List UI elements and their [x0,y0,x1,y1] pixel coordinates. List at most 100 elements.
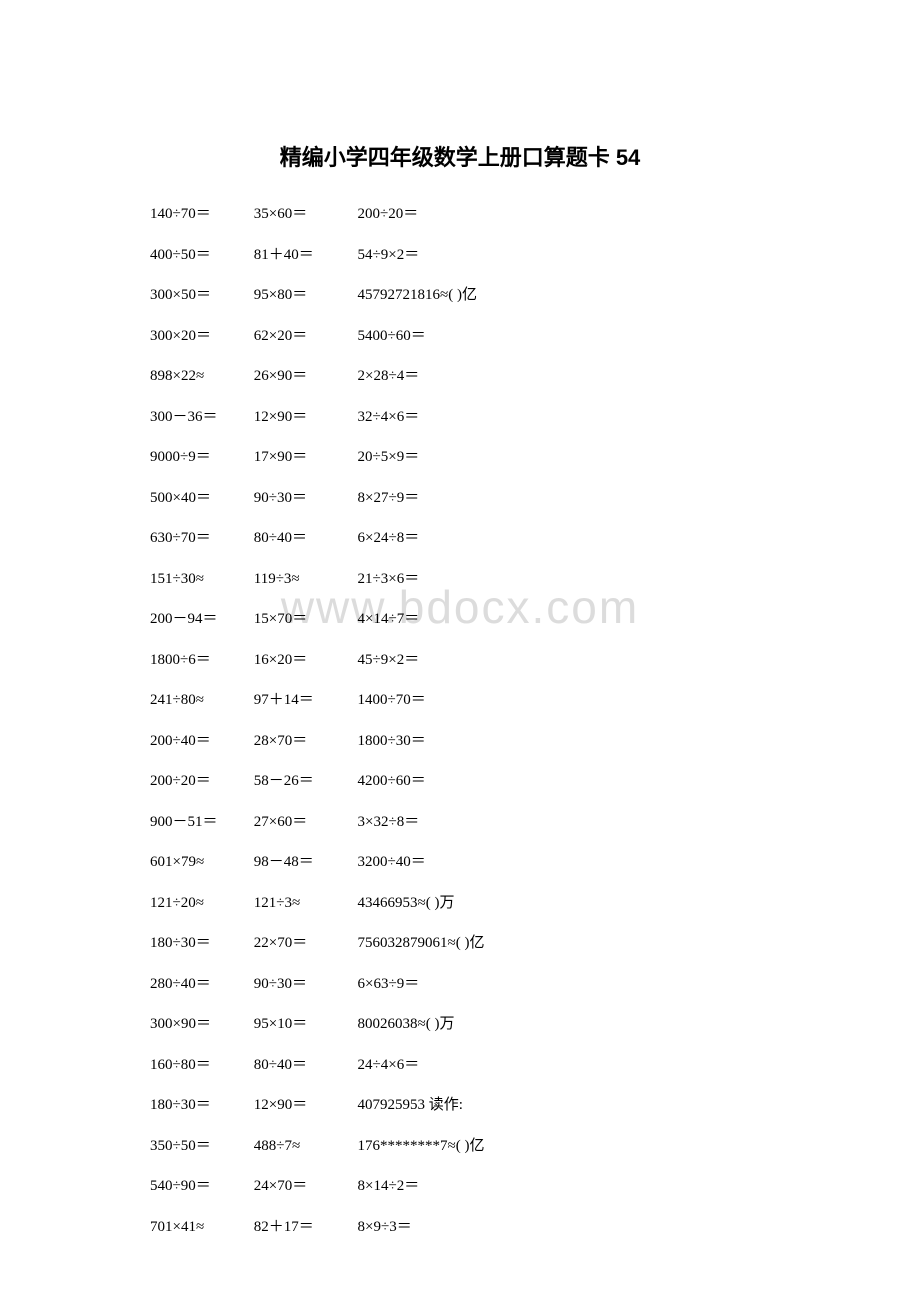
problem-cell: 140÷70＝ [150,202,250,226]
problem-cell: 630÷70＝ [150,526,250,550]
problem-cell: 4200÷60＝ [358,769,426,793]
problem-row: 900－51＝ 27×60＝ 3×32÷8＝ [150,810,770,834]
problem-cell: 300×20＝ [150,324,250,348]
problem-cell: 82＋17＝ [254,1215,354,1239]
problem-cell: 200－94＝ [150,607,250,631]
problem-row: 151÷30≈ 119÷3≈ 21÷3×6＝ [150,567,770,591]
problem-row: 180÷30＝ 22×70＝ 756032879061≈( )亿 [150,931,770,955]
problem-cell: 95×10＝ [254,1012,354,1036]
problem-cell: 15×70＝ [254,607,354,631]
problems-list: 140÷70＝ 35×60＝ 200÷20＝ 400÷50＝ 81＋40＝ 54÷… [150,202,770,1239]
problem-row: 280÷40＝ 90÷30＝ 6×63÷9＝ [150,972,770,996]
problem-row: 350÷50＝ 488÷7≈ 176********7≈( )亿 [150,1134,770,1158]
problem-cell: 97＋14＝ [254,688,354,712]
problem-row: 400÷50＝ 81＋40＝ 54÷9×2＝ [150,243,770,267]
problem-row: 898×22≈ 26×90＝ 2×28÷4＝ [150,364,770,388]
problem-cell: 900－51＝ [150,810,250,834]
problem-row: 200÷40＝ 28×70＝ 1800÷30＝ [150,729,770,753]
problem-cell: 200÷20＝ [150,769,250,793]
problem-row: 601×79≈ 98－48＝ 3200÷40＝ [150,850,770,874]
problem-cell: 62×20＝ [254,324,354,348]
problem-cell: 500×40＝ [150,486,250,510]
problem-cell: 300－36＝ [150,405,250,429]
problem-cell: 1400÷70＝ [358,688,426,712]
problem-cell: 20÷5×9＝ [358,445,420,469]
problem-cell: 54÷9×2＝ [358,243,420,267]
problem-cell: 180÷30＝ [150,931,250,955]
problem-cell: 9000÷9＝ [150,445,250,469]
problem-cell: 121÷20≈ [150,891,250,915]
problem-cell: 6×24÷8＝ [358,526,420,550]
problem-cell: 8×14÷2＝ [358,1174,420,1198]
problem-cell: 98－48＝ [254,850,354,874]
problem-cell: 601×79≈ [150,850,250,874]
problem-cell: 32÷4×6＝ [358,405,420,429]
problem-cell: 90÷30＝ [254,486,354,510]
problem-cell: 701×41≈ [150,1215,250,1239]
problem-cell: 35×60＝ [254,202,354,226]
problem-cell: 898×22≈ [150,364,250,388]
problem-cell: 26×90＝ [254,364,354,388]
problem-row: 300×20＝ 62×20＝ 5400÷60＝ [150,324,770,348]
problem-cell: 300×90＝ [150,1012,250,1036]
problem-cell: 121÷3≈ [254,891,354,915]
problem-cell: 12×90＝ [254,1093,354,1117]
problem-cell: 280÷40＝ [150,972,250,996]
problem-row: 200÷20＝ 58－26＝ 4200÷60＝ [150,769,770,793]
problem-cell: 81＋40＝ [254,243,354,267]
problem-cell: 17×90＝ [254,445,354,469]
problem-cell: 400÷50＝ [150,243,250,267]
problem-row: 300×90＝ 95×10＝ 80026038≈( )万 [150,1012,770,1036]
problem-cell: 8×9÷3＝ [358,1215,412,1239]
problem-cell: 45792721816≈( )亿 [358,283,477,307]
problem-cell: 80÷40＝ [254,1053,354,1077]
problem-cell: 488÷7≈ [254,1134,354,1158]
problem-cell: 24÷4×6＝ [358,1053,420,1077]
problem-cell: 2×28÷4＝ [358,364,420,388]
problem-row: 121÷20≈ 121÷3≈ 43466953≈( )万 [150,891,770,915]
problem-cell: 58－26＝ [254,769,354,793]
problem-cell: 540÷90＝ [150,1174,250,1198]
problem-cell: 3200÷40＝ [358,850,426,874]
problem-cell: 176********7≈( )亿 [358,1134,485,1158]
problem-row: 630÷70＝ 80÷40＝ 6×24÷8＝ [150,526,770,550]
problem-cell: 160÷80＝ [150,1053,250,1077]
problem-cell: 350÷50＝ [150,1134,250,1158]
problem-row: 140÷70＝ 35×60＝ 200÷20＝ [150,202,770,226]
problem-row: 160÷80＝ 80÷40＝ 24÷4×6＝ [150,1053,770,1077]
problem-cell: 45÷9×2＝ [358,648,420,672]
problem-cell: 22×70＝ [254,931,354,955]
problem-cell: 3×32÷8＝ [358,810,420,834]
problem-cell: 8×27÷9＝ [358,486,420,510]
problem-cell: 12×90＝ [254,405,354,429]
problem-row: 500×40＝ 90÷30＝ 8×27÷9＝ [150,486,770,510]
problem-row: 1800÷6＝ 16×20＝ 45÷9×2＝ [150,648,770,672]
problem-cell: 200÷40＝ [150,729,250,753]
problem-cell: 1800÷6＝ [150,648,250,672]
problem-row: 540÷90＝ 24×70＝ 8×14÷2＝ [150,1174,770,1198]
problem-cell: 180÷30＝ [150,1093,250,1117]
problem-row: 300－36＝ 12×90＝ 32÷4×6＝ [150,405,770,429]
problem-row: 180÷30＝ 12×90＝ 407925953 读作: [150,1093,770,1117]
problem-row: 9000÷9＝ 17×90＝ 20÷5×9＝ [150,445,770,469]
problem-cell: 407925953 读作: [358,1093,463,1117]
problem-cell: 43466953≈( )万 [358,891,455,915]
problem-cell: 16×20＝ [254,648,354,672]
problem-row: 241÷80≈ 97＋14＝ 1400÷70＝ [150,688,770,712]
problem-row: 300×50＝ 95×80＝ 45792721816≈( )亿 [150,283,770,307]
problem-cell: 21÷3×6＝ [358,567,420,591]
problem-row: 701×41≈ 82＋17＝ 8×9÷3＝ [150,1215,770,1239]
problem-cell: 24×70＝ [254,1174,354,1198]
problem-cell: 1800÷30＝ [358,729,426,753]
problem-cell: 90÷30＝ [254,972,354,996]
problem-cell: 5400÷60＝ [358,324,426,348]
problem-cell: 28×70＝ [254,729,354,753]
problem-cell: 27×60＝ [254,810,354,834]
problem-cell: 241÷80≈ [150,688,250,712]
problem-cell: 300×50＝ [150,283,250,307]
page-content: 精编小学四年级数学上册口算题卡 54 140÷70＝ 35×60＝ 200÷20… [150,140,770,1239]
problem-cell: 4×14÷7＝ [358,607,420,631]
problem-cell: 756032879061≈( )亿 [358,931,485,955]
problem-cell: 80÷40＝ [254,526,354,550]
problem-cell: 151÷30≈ [150,567,250,591]
